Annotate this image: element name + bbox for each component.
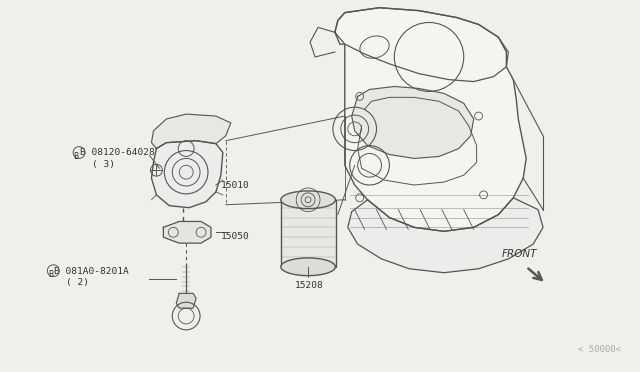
Text: 15050: 15050 — [221, 232, 250, 241]
Polygon shape — [152, 114, 231, 148]
Text: FRONT: FRONT — [501, 249, 537, 259]
Bar — [282, 200, 336, 267]
Text: < 50000<: < 50000< — [578, 346, 621, 355]
Ellipse shape — [281, 191, 335, 209]
Text: 15010: 15010 — [221, 181, 250, 190]
Polygon shape — [352, 87, 474, 158]
Polygon shape — [348, 198, 543, 273]
Text: B 08120-64028: B 08120-64028 — [80, 148, 155, 157]
Text: 15208: 15208 — [295, 282, 324, 291]
Polygon shape — [163, 221, 211, 243]
Text: ( 2): ( 2) — [66, 279, 89, 288]
Text: ( 3): ( 3) — [92, 160, 115, 169]
Polygon shape — [335, 8, 508, 81]
Ellipse shape — [281, 258, 335, 276]
Polygon shape — [176, 294, 196, 308]
Text: B 081A0-8201A: B 081A0-8201A — [54, 267, 129, 276]
Text: B: B — [74, 152, 79, 161]
Polygon shape — [335, 8, 526, 231]
Text: B: B — [48, 270, 53, 279]
Polygon shape — [152, 141, 223, 208]
